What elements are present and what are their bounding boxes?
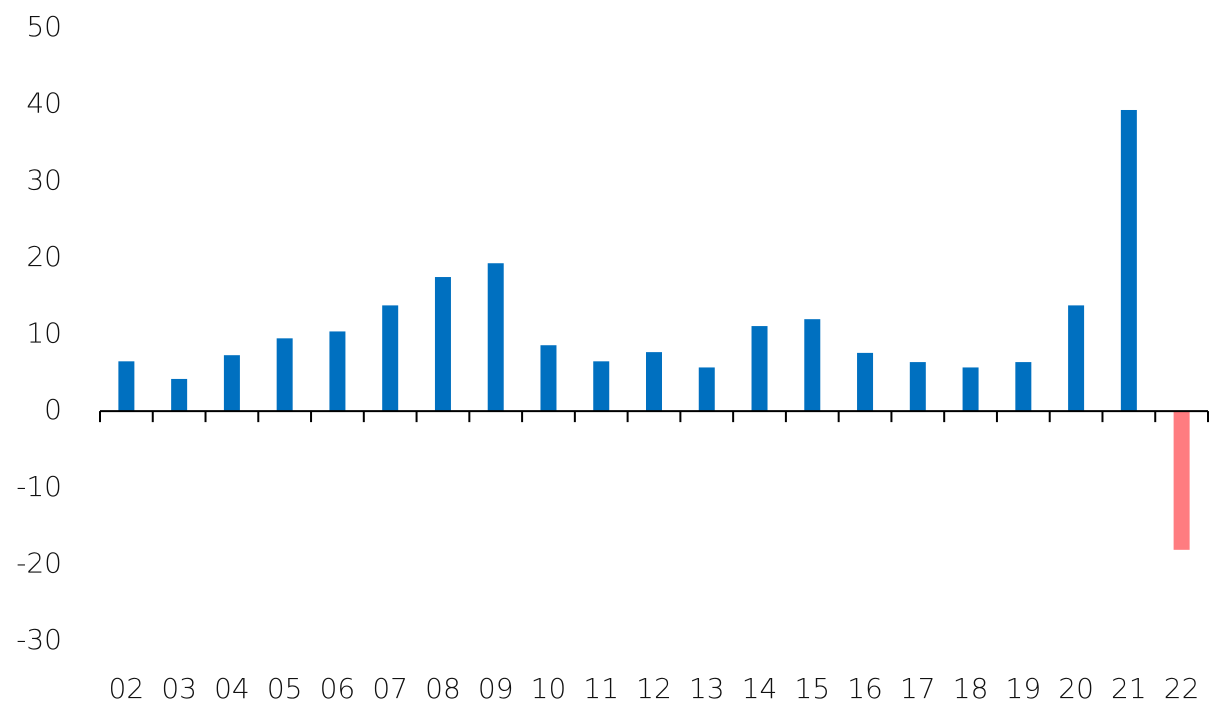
x-tick-label: 05 xyxy=(267,672,303,705)
bar xyxy=(540,345,557,412)
y-tick-label: 20 xyxy=(26,240,62,273)
y-tick-label: 0 xyxy=(44,393,62,426)
x-tick-label: 08 xyxy=(425,672,461,705)
x-tick-label: 22 xyxy=(1164,672,1200,705)
x-tick-label: 10 xyxy=(531,672,567,705)
bar xyxy=(118,361,135,412)
bar xyxy=(751,326,768,412)
x-tick-label: 19 xyxy=(1006,672,1042,705)
x-tick-label: 15 xyxy=(794,672,830,705)
bar xyxy=(1173,411,1190,550)
bar xyxy=(646,352,662,412)
bar xyxy=(1068,305,1085,412)
x-tick-label: 04 xyxy=(214,672,250,705)
bar xyxy=(223,355,240,412)
x-tick-label: 03 xyxy=(161,672,197,705)
bar xyxy=(1015,362,1032,412)
x-tick-label: 17 xyxy=(900,672,936,705)
bar xyxy=(382,305,399,412)
y-tick-label: -30 xyxy=(16,623,62,656)
bar xyxy=(487,263,504,412)
y-tick-label: -10 xyxy=(16,470,62,503)
x-tick-label: 20 xyxy=(1058,672,1094,705)
bar xyxy=(171,378,188,412)
x-tick-label: 02 xyxy=(109,672,145,705)
y-tick-label: 10 xyxy=(26,317,62,350)
x-tick-label: 09 xyxy=(478,672,514,705)
bar xyxy=(276,338,293,412)
bar xyxy=(857,352,874,412)
y-tick-label: 30 xyxy=(26,163,62,196)
x-tick-label: 16 xyxy=(847,672,883,705)
y-tick-label: -20 xyxy=(16,546,62,579)
x-tick-label: 18 xyxy=(953,672,989,705)
x-tick-label: 13 xyxy=(689,672,725,705)
x-tick-label: 06 xyxy=(320,672,356,705)
bar xyxy=(909,362,926,412)
bar xyxy=(804,319,821,412)
y-tick-label: 50 xyxy=(26,10,62,43)
bar xyxy=(434,277,451,412)
x-tick-label: 14 xyxy=(742,672,778,705)
x-tick-label: 11 xyxy=(583,672,619,705)
x-tick-label: 12 xyxy=(636,672,672,705)
bar xyxy=(1120,109,1137,412)
bar xyxy=(698,367,715,412)
bar xyxy=(329,331,346,412)
bar xyxy=(593,361,610,412)
y-tick-label: 40 xyxy=(26,87,62,120)
x-tick-label: 21 xyxy=(1111,672,1147,705)
bar xyxy=(962,367,979,412)
x-tick-label: 07 xyxy=(372,672,408,705)
